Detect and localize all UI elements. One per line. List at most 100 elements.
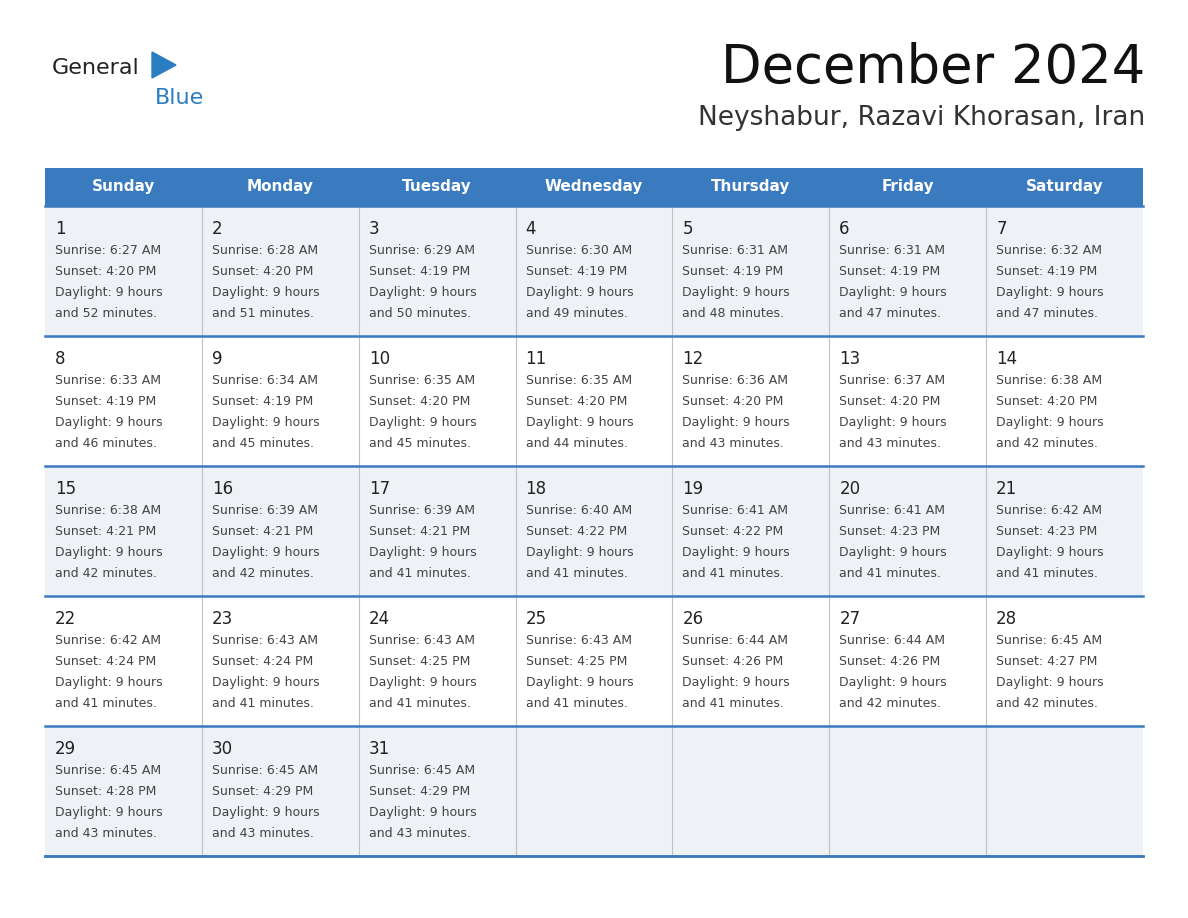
Text: Sunset: 4:20 PM: Sunset: 4:20 PM <box>682 395 784 408</box>
Text: Daylight: 9 hours: Daylight: 9 hours <box>55 806 163 819</box>
Text: 1: 1 <box>55 220 65 238</box>
Text: Sunset: 4:28 PM: Sunset: 4:28 PM <box>55 785 157 798</box>
Text: and 42 minutes.: and 42 minutes. <box>997 437 1098 450</box>
Text: Daylight: 9 hours: Daylight: 9 hours <box>839 676 947 689</box>
Text: 29: 29 <box>55 740 76 758</box>
Text: Sunrise: 6:42 AM: Sunrise: 6:42 AM <box>997 504 1102 517</box>
Text: Daylight: 9 hours: Daylight: 9 hours <box>368 416 476 429</box>
Text: Sunrise: 6:44 AM: Sunrise: 6:44 AM <box>682 634 789 647</box>
Text: Daylight: 9 hours: Daylight: 9 hours <box>682 286 790 299</box>
Text: Daylight: 9 hours: Daylight: 9 hours <box>55 546 163 559</box>
Text: Blue: Blue <box>154 88 204 108</box>
Text: Sunrise: 6:30 AM: Sunrise: 6:30 AM <box>525 244 632 257</box>
Text: and 42 minutes.: and 42 minutes. <box>997 697 1098 710</box>
Bar <box>45 336 1143 466</box>
Text: Sunset: 4:19 PM: Sunset: 4:19 PM <box>368 265 470 278</box>
Text: and 41 minutes.: and 41 minutes. <box>55 697 157 710</box>
Bar <box>45 168 1143 206</box>
Text: Sunset: 4:19 PM: Sunset: 4:19 PM <box>525 265 627 278</box>
Bar <box>45 206 1143 336</box>
Polygon shape <box>152 52 176 78</box>
Text: Sunrise: 6:34 AM: Sunrise: 6:34 AM <box>211 374 318 387</box>
Text: Sunrise: 6:45 AM: Sunrise: 6:45 AM <box>55 764 162 777</box>
Text: Sunset: 4:19 PM: Sunset: 4:19 PM <box>839 265 941 278</box>
Text: Daylight: 9 hours: Daylight: 9 hours <box>55 676 163 689</box>
Text: 9: 9 <box>211 350 222 368</box>
Text: Sunset: 4:21 PM: Sunset: 4:21 PM <box>368 525 470 538</box>
Text: Daylight: 9 hours: Daylight: 9 hours <box>682 676 790 689</box>
Text: Sunset: 4:22 PM: Sunset: 4:22 PM <box>682 525 784 538</box>
Text: Daylight: 9 hours: Daylight: 9 hours <box>211 286 320 299</box>
Text: December 2024: December 2024 <box>721 42 1145 94</box>
Text: Sunset: 4:25 PM: Sunset: 4:25 PM <box>525 655 627 668</box>
Text: Daylight: 9 hours: Daylight: 9 hours <box>368 676 476 689</box>
Text: Sunrise: 6:41 AM: Sunrise: 6:41 AM <box>682 504 789 517</box>
Text: Sunrise: 6:28 AM: Sunrise: 6:28 AM <box>211 244 318 257</box>
Text: 17: 17 <box>368 480 390 498</box>
Text: Sunrise: 6:38 AM: Sunrise: 6:38 AM <box>55 504 162 517</box>
Text: 21: 21 <box>997 480 1017 498</box>
Text: 16: 16 <box>211 480 233 498</box>
Text: and 49 minutes.: and 49 minutes. <box>525 307 627 320</box>
Text: Sunrise: 6:39 AM: Sunrise: 6:39 AM <box>211 504 318 517</box>
Text: Wednesday: Wednesday <box>545 180 643 195</box>
Text: 11: 11 <box>525 350 546 368</box>
Text: and 43 minutes.: and 43 minutes. <box>682 437 784 450</box>
Text: 19: 19 <box>682 480 703 498</box>
Text: Sunrise: 6:43 AM: Sunrise: 6:43 AM <box>525 634 632 647</box>
Text: Sunrise: 6:40 AM: Sunrise: 6:40 AM <box>525 504 632 517</box>
Text: Sunset: 4:20 PM: Sunset: 4:20 PM <box>368 395 470 408</box>
Text: and 41 minutes.: and 41 minutes. <box>368 567 470 580</box>
Text: and 43 minutes.: and 43 minutes. <box>839 437 941 450</box>
Text: Saturday: Saturday <box>1025 180 1104 195</box>
Text: Sunrise: 6:35 AM: Sunrise: 6:35 AM <box>368 374 475 387</box>
Text: Sunset: 4:29 PM: Sunset: 4:29 PM <box>211 785 314 798</box>
Text: and 41 minutes.: and 41 minutes. <box>525 697 627 710</box>
Text: Daylight: 9 hours: Daylight: 9 hours <box>997 546 1104 559</box>
Text: Sunday: Sunday <box>91 180 156 195</box>
Text: Sunrise: 6:37 AM: Sunrise: 6:37 AM <box>839 374 946 387</box>
Text: Daylight: 9 hours: Daylight: 9 hours <box>525 416 633 429</box>
Text: Daylight: 9 hours: Daylight: 9 hours <box>525 286 633 299</box>
Text: 20: 20 <box>839 480 860 498</box>
Text: Sunset: 4:22 PM: Sunset: 4:22 PM <box>525 525 627 538</box>
Text: and 51 minutes.: and 51 minutes. <box>211 307 314 320</box>
Text: Sunset: 4:23 PM: Sunset: 4:23 PM <box>839 525 941 538</box>
Text: Sunset: 4:26 PM: Sunset: 4:26 PM <box>682 655 784 668</box>
Text: 5: 5 <box>682 220 693 238</box>
Text: and 50 minutes.: and 50 minutes. <box>368 307 470 320</box>
Text: Daylight: 9 hours: Daylight: 9 hours <box>368 806 476 819</box>
Text: Sunrise: 6:42 AM: Sunrise: 6:42 AM <box>55 634 162 647</box>
Text: Sunrise: 6:31 AM: Sunrise: 6:31 AM <box>839 244 946 257</box>
Text: and 42 minutes.: and 42 minutes. <box>211 567 314 580</box>
Text: Sunrise: 6:29 AM: Sunrise: 6:29 AM <box>368 244 475 257</box>
Text: Sunset: 4:20 PM: Sunset: 4:20 PM <box>997 395 1098 408</box>
Text: Sunrise: 6:45 AM: Sunrise: 6:45 AM <box>368 764 475 777</box>
Text: 2: 2 <box>211 220 222 238</box>
Text: and 43 minutes.: and 43 minutes. <box>368 827 470 840</box>
Text: Sunrise: 6:33 AM: Sunrise: 6:33 AM <box>55 374 162 387</box>
Text: and 41 minutes.: and 41 minutes. <box>211 697 314 710</box>
Text: 26: 26 <box>682 610 703 628</box>
Text: Daylight: 9 hours: Daylight: 9 hours <box>211 416 320 429</box>
Text: Sunrise: 6:43 AM: Sunrise: 6:43 AM <box>211 634 318 647</box>
Text: Sunset: 4:27 PM: Sunset: 4:27 PM <box>997 655 1098 668</box>
Text: and 41 minutes.: and 41 minutes. <box>682 697 784 710</box>
Text: Sunrise: 6:41 AM: Sunrise: 6:41 AM <box>839 504 946 517</box>
Text: and 48 minutes.: and 48 minutes. <box>682 307 784 320</box>
Text: Daylight: 9 hours: Daylight: 9 hours <box>368 286 476 299</box>
Text: Daylight: 9 hours: Daylight: 9 hours <box>839 416 947 429</box>
Text: and 52 minutes.: and 52 minutes. <box>55 307 157 320</box>
Text: and 43 minutes.: and 43 minutes. <box>55 827 157 840</box>
Text: 22: 22 <box>55 610 76 628</box>
Text: 13: 13 <box>839 350 860 368</box>
Text: Sunrise: 6:36 AM: Sunrise: 6:36 AM <box>682 374 789 387</box>
Text: Daylight: 9 hours: Daylight: 9 hours <box>839 286 947 299</box>
Text: Sunset: 4:24 PM: Sunset: 4:24 PM <box>55 655 157 668</box>
Text: and 45 minutes.: and 45 minutes. <box>368 437 470 450</box>
Text: 3: 3 <box>368 220 379 238</box>
Text: Sunrise: 6:27 AM: Sunrise: 6:27 AM <box>55 244 162 257</box>
Text: and 43 minutes.: and 43 minutes. <box>211 827 314 840</box>
Text: Tuesday: Tuesday <box>403 180 472 195</box>
Text: and 47 minutes.: and 47 minutes. <box>839 307 941 320</box>
